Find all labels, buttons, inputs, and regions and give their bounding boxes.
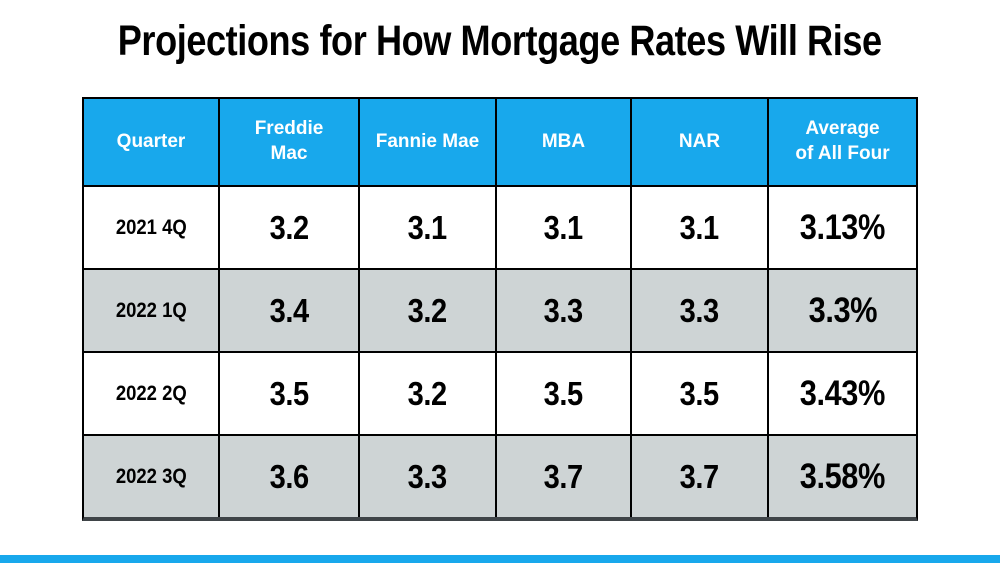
rate-cell-freddie-mac: 3.6 [220, 436, 358, 517]
column-header-freddie-mac: Freddie Mac [220, 99, 358, 185]
rate-cell-fannie-mae: 3.2 [360, 270, 495, 351]
rate-cell-freddie-mac: 3.5 [220, 353, 358, 434]
rate-cell-fannie-mae: 3.1 [360, 187, 495, 268]
average-cell: 3.58% [769, 436, 916, 517]
mortgage-rates-table: Quarter Freddie Mac Fannie Mae MBA NAR A… [82, 97, 918, 521]
rate-cell-mba: 3.7 [497, 436, 630, 517]
rate-cell-mba: 3.5 [497, 353, 630, 434]
rate-cell-nar: 3.7 [632, 436, 767, 517]
average-cell: 3.43% [769, 353, 916, 434]
column-header-mba: MBA [497, 99, 630, 185]
rate-cell-fannie-mae: 3.3 [360, 436, 495, 517]
rate-cell-freddie-mac: 3.4 [220, 270, 358, 351]
quarter-cell: 2022 1Q [84, 270, 218, 351]
average-cell: 3.13% [769, 187, 916, 268]
rate-cell-freddie-mac: 3.2 [220, 187, 358, 268]
column-header-fannie-mae: Fannie Mae [360, 99, 495, 185]
column-header-average: Average of All Four [769, 99, 916, 185]
quarter-cell: 2021 4Q [84, 187, 218, 268]
rate-cell-nar: 3.3 [632, 270, 767, 351]
column-header-quarter: Quarter [84, 99, 218, 185]
average-cell: 3.3% [769, 270, 916, 351]
column-header-nar: NAR [632, 99, 767, 185]
rate-cell-fannie-mae: 3.2 [360, 353, 495, 434]
quarter-cell: 2022 2Q [84, 353, 218, 434]
rate-cell-mba: 3.3 [497, 270, 630, 351]
quarter-cell: 2022 3Q [84, 436, 218, 517]
title-container: Projections for How Mortgage Rates Will … [0, 17, 1000, 66]
footer-accent-bar [0, 555, 1000, 563]
page-title: Projections for How Mortgage Rates Will … [118, 17, 882, 65]
rate-cell-nar: 3.1 [632, 187, 767, 268]
rate-cell-nar: 3.5 [632, 353, 767, 434]
rate-cell-mba: 3.1 [497, 187, 630, 268]
